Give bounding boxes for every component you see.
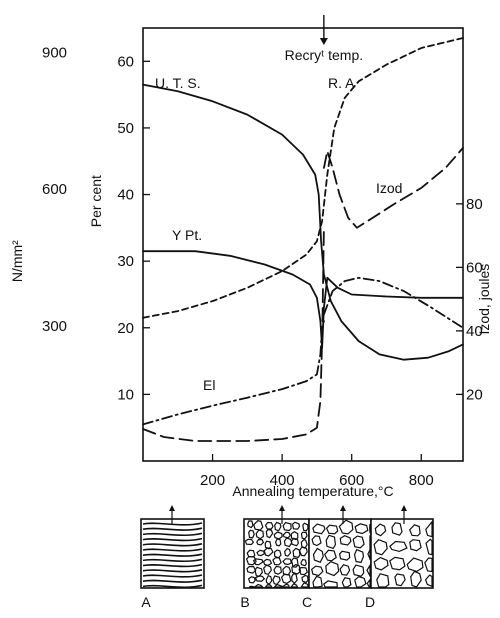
micro-panel bbox=[141, 519, 204, 588]
panel-arrow-head bbox=[340, 505, 346, 511]
stress-tick-label: 900 bbox=[42, 45, 67, 62]
micro-label: B bbox=[240, 594, 249, 610]
percent-tick-label: 60 bbox=[117, 53, 134, 70]
micro-label: D bbox=[365, 594, 375, 610]
panel-arrow-head bbox=[169, 505, 175, 511]
percent-axis-label: Per cent bbox=[88, 175, 104, 227]
series-line-1 bbox=[143, 251, 463, 348]
micro-panel bbox=[371, 519, 433, 588]
series-label: El bbox=[203, 377, 215, 393]
micro-label: A bbox=[141, 594, 151, 610]
micro-panel bbox=[244, 519, 309, 588]
stress-tick-label: 600 bbox=[42, 181, 67, 198]
izod-axis-label: Izod, joules bbox=[476, 264, 492, 335]
microstructure-panels: A B C D bbox=[141, 505, 433, 610]
series-line-4 bbox=[324, 278, 463, 328]
series-label: R. A bbox=[328, 75, 355, 91]
labels-layer: U. T. S. Y Pt. R. A Izod El Recryᵗ temp. bbox=[155, 15, 402, 393]
micro-label: C bbox=[302, 594, 312, 610]
izod-tick-label: 20 bbox=[466, 386, 483, 403]
x-tick-label: 200 bbox=[200, 472, 225, 489]
x-tick-label: 800 bbox=[409, 472, 434, 489]
series-label: U. T. S. bbox=[155, 75, 201, 91]
panel-arrow-head bbox=[279, 505, 285, 511]
series-line-6 bbox=[143, 228, 324, 441]
stress-tick-label: 300 bbox=[42, 318, 67, 335]
series-label: Y Pt. bbox=[172, 227, 202, 243]
percent-tick-label: 50 bbox=[117, 120, 134, 137]
percent-tick-label: 40 bbox=[117, 187, 134, 204]
x-axis-label: Annealing temperature,°C bbox=[232, 483, 393, 499]
panel-arrow-head bbox=[401, 505, 407, 511]
recryst-temp-label: Recryᵗ temp. bbox=[285, 47, 364, 63]
micro-panel bbox=[309, 519, 371, 588]
series-label: Izod bbox=[376, 180, 402, 196]
plot-frame bbox=[143, 28, 463, 461]
percent-tick-label: 20 bbox=[117, 320, 134, 337]
percent-tick-label: 30 bbox=[117, 253, 134, 270]
recryst-arrow-head bbox=[320, 38, 328, 45]
stress-axis-label: N/mm² bbox=[9, 240, 25, 282]
percent-tick-label: 10 bbox=[117, 386, 134, 403]
izod-tick-label: 80 bbox=[466, 196, 483, 213]
series-line-5 bbox=[143, 321, 324, 424]
series-line-0 bbox=[143, 85, 463, 360]
grain bbox=[249, 586, 254, 587]
